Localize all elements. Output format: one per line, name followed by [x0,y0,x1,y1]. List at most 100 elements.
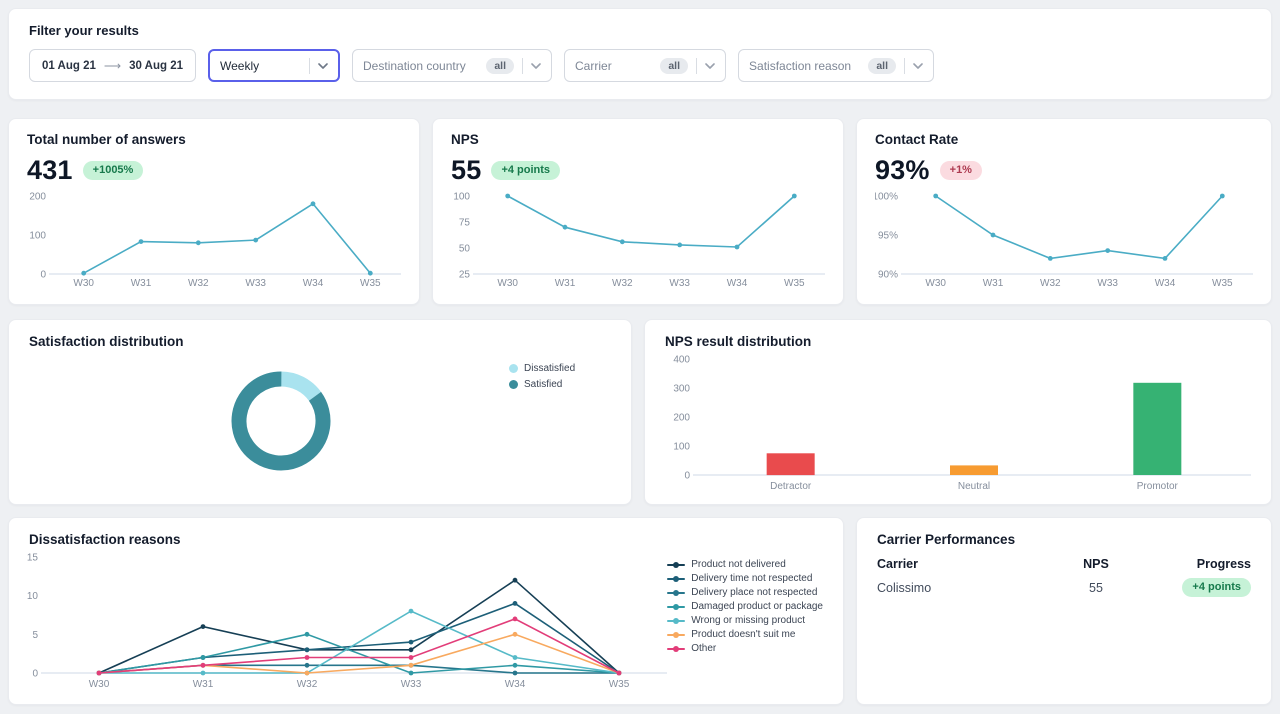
filter-title: Filter your results [29,23,139,38]
svg-text:W35: W35 [1212,278,1233,289]
series-marker-icon [667,631,686,639]
kpi-card-total-answers: Total number of answers 431 +1005% 0 100 2… [8,118,420,305]
dissatisfied-marker-icon [509,364,518,373]
series-marker-icon [667,589,686,597]
svg-text:Detractor: Detractor [770,481,812,492]
column-carrier: Carrier [877,557,918,571]
filter-row: 01 Aug 21 ⟶ 30 Aug 21 Weekly Destination… [29,49,1251,82]
legend-label: Dissatisfied [524,363,576,374]
legend-item-product-not-delivered[interactable]: Product not delivered [667,559,823,570]
legend-label: Product doesn't suit me [691,629,796,640]
legend-item-delivery-time[interactable]: Delivery time not respected [667,573,823,584]
svg-text:W35: W35 [360,278,381,289]
kpi-title: Contact Rate [875,132,959,147]
series-marker-icon [667,645,686,653]
donut-legend: Dissatisfied Satisfied [509,363,575,493]
svg-text:W31: W31 [131,278,152,289]
filter-label: Satisfaction reason [749,58,852,73]
svg-text:W32: W32 [297,679,318,690]
filter-carrier[interactable]: Carrier all [564,49,727,82]
chevron-down-icon[interactable] [913,62,923,69]
chevron-down-icon[interactable] [531,62,541,69]
kpi-trend-badge: +1% [939,161,982,180]
divider [904,57,906,74]
filter-label: Carrier [575,58,612,73]
legend-item-doesnt-suit[interactable]: Product doesn't suit me [667,629,823,640]
nps-chart[interactable]: 25 50 75 100 W30 W31 W32 W33 W34 W35 [451,186,827,290]
svg-text:Promotor: Promotor [1137,481,1179,492]
contact-rate-chart[interactable]: 90% 95% 100% W30 W31 W32 W33 W34 W35 [875,186,1255,290]
svg-text:W30: W30 [497,278,518,289]
svg-text:0: 0 [684,471,690,482]
nps-distribution-chart[interactable]: 0 100 200 300 400 Detractor Neutral Promotor [665,353,1253,493]
series-marker-icon [667,603,686,611]
svg-text:W34: W34 [303,278,324,289]
distribution-row: Satisfaction distribution Dissatisfied S… [8,319,1272,505]
legend-item-satisfied[interactable]: Satisfied [509,379,575,390]
column-nps: NPS [1083,557,1109,571]
kpi-title: Total number of answers [27,132,186,147]
filter-satisfaction-reason[interactable]: Satisfaction reason all [738,49,935,82]
kpi-value: 93% [875,155,930,185]
legend-item-other[interactable]: Other [667,643,823,654]
section-title: NPS result distribution [665,334,812,349]
legend-label: Satisfied [524,379,563,390]
svg-text:W35: W35 [609,679,630,690]
nps-distribution-card: NPS result distribution 0 100 200 300 400 Det… [644,319,1272,505]
svg-text:200: 200 [29,192,46,203]
filter-panel: Filter your results 01 Aug 21 ⟶ 30 Aug 2… [8,8,1272,100]
nps-cell: 55 [1089,580,1103,595]
chevron-down-icon[interactable] [705,62,715,69]
section-title: Carrier Performances [877,532,1016,547]
svg-text:95%: 95% [878,231,898,242]
table-row: Colissimo 55 +4 points [877,578,1251,597]
chevron-down-icon[interactable] [318,62,328,69]
divider [522,57,524,74]
date-start: 01 Aug 21 [42,59,96,72]
dissatisfaction-chart[interactable]: 0 5 10 15 W30 W31 W32 W33 W34 W35 [21,549,668,691]
kpi-row: Total number of answers 431 +1005% 0 100 2… [8,118,1272,305]
table-header: Carrier NPS Progress [877,557,1251,571]
total-answers-chart[interactable]: 0 100 200 W30 W31 W32 W33 W34 W35 [27,186,403,290]
svg-text:W32: W32 [1040,278,1061,289]
carrier-cell: Colissimo [877,580,932,595]
kpi-card-nps: NPS 55 +4 points 25 50 75 100 W30 W31 W32 W33 W3… [432,118,844,305]
kpi-value: 55 [451,155,482,185]
svg-text:W32: W32 [612,278,633,289]
svg-text:W30: W30 [925,278,946,289]
svg-text:100%: 100% [875,192,898,203]
svg-text:400: 400 [673,355,690,366]
dissatisfaction-card: Dissatisfaction reasons 0 5 10 15 W30 W31 W32 W… [8,517,844,705]
svg-text:0: 0 [32,669,38,680]
filter-destination-country[interactable]: Destination country all [352,49,553,82]
svg-text:W30: W30 [89,679,110,690]
legend-item-delivery-place[interactable]: Delivery place not respected [667,587,823,598]
svg-text:W33: W33 [245,278,266,289]
svg-text:10: 10 [27,591,39,602]
legend-item-dissatisfied[interactable]: Dissatisfied [509,363,575,374]
series-marker-icon [667,561,686,569]
series-marker-icon [667,617,686,625]
svg-text:W31: W31 [983,278,1004,289]
date-end: 30 Aug 21 [129,59,184,72]
legend-item-damaged-product[interactable]: Damaged product or package [667,601,823,612]
svg-text:W34: W34 [505,679,526,690]
legend-label: Product not delivered [691,559,786,570]
svg-text:W34: W34 [1155,278,1176,289]
column-progress: Progress [1196,557,1251,571]
granularity-select[interactable]: Weekly [208,49,341,82]
kpi-title: NPS [451,132,479,147]
svg-text:W32: W32 [188,278,209,289]
legend-item-wrong-missing[interactable]: Wrong or missing product [667,615,823,626]
reasons-legend: Product not delivered Delivery time not … [667,559,823,691]
legend-label: Other [691,643,717,654]
carrier-performances-card: Carrier Performances Carrier NPS Progres… [856,517,1272,705]
divider [309,57,311,74]
date-range-picker[interactable]: 01 Aug 21 ⟶ 30 Aug 21 [29,49,197,82]
kpi-card-contact-rate: Contact Rate 93% +1% 90% 95% 100% W30 W31 W32… [856,118,1272,305]
kpi-trend-badge: +4 points [491,161,561,180]
svg-text:50: 50 [459,244,471,255]
svg-text:W34: W34 [727,278,748,289]
svg-text:W33: W33 [401,679,422,690]
satisfaction-donut-chart[interactable] [29,351,509,493]
